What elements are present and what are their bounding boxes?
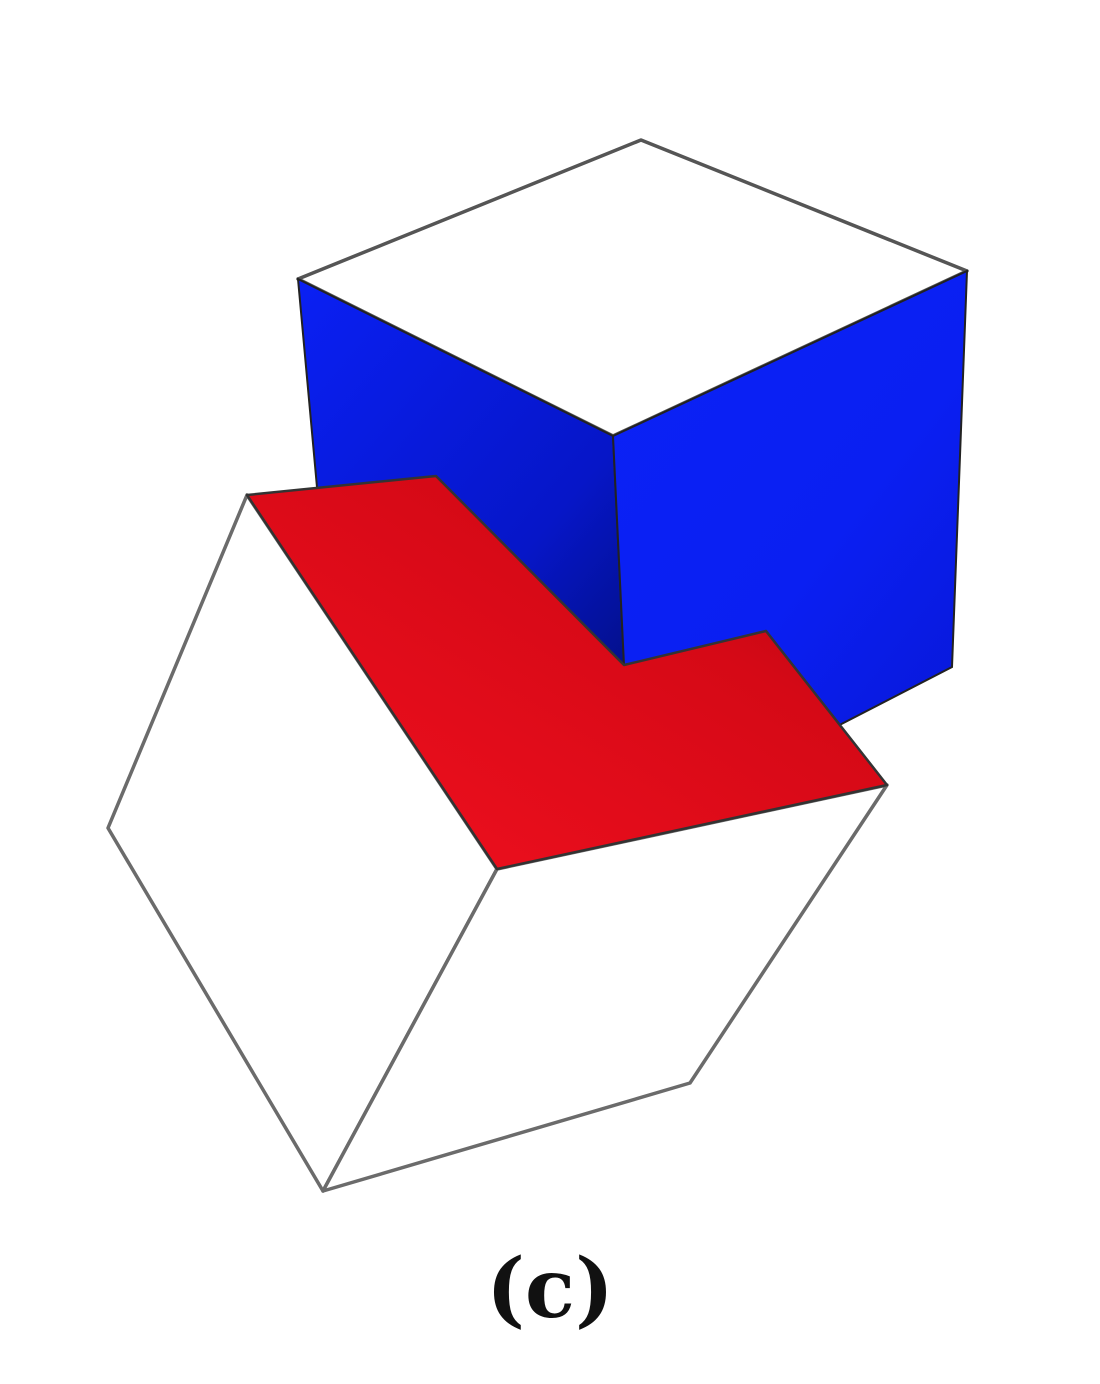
figure-caption: (c) — [0, 1248, 1100, 1330]
